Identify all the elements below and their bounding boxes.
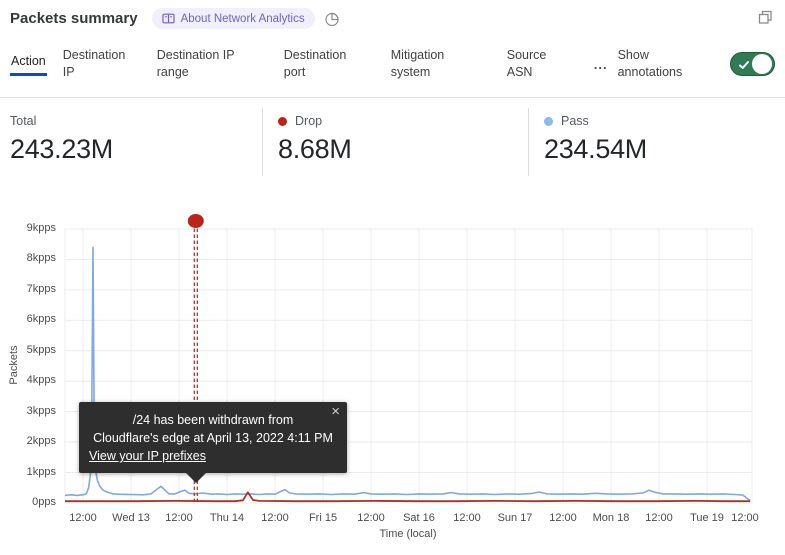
show-annotations-toggle[interactable] xyxy=(730,52,775,76)
drop-dot-icon xyxy=(278,116,287,126)
stat-pass-label: Pass xyxy=(561,114,589,128)
x-tick-label: 12:00 xyxy=(549,512,577,524)
view-ip-prefixes-link[interactable]: View your IP prefixes xyxy=(89,449,206,463)
pass-dot-icon xyxy=(544,116,553,126)
x-tick-label: 12:00 xyxy=(69,512,97,524)
book-icon xyxy=(161,13,175,24)
tabs-bar: Action Destination IP Destination IP ran… xyxy=(10,44,775,84)
stat-pass: Pass 234.54M xyxy=(544,114,647,165)
y-tick-label: 9kpps xyxy=(26,222,56,234)
annotation-tooltip: × /24 has been withdrawn from Cloudflare… xyxy=(79,402,347,483)
tab-destination-ip-range[interactable]: Destination IP range xyxy=(156,48,235,79)
x-tick-label: Fri 15 xyxy=(308,512,338,524)
packets-chart: Packets Time (local) × /24 has been with… xyxy=(0,195,785,555)
chart-svg[interactable] xyxy=(0,195,785,555)
x-tick-label: Sat 16 xyxy=(403,512,435,524)
x-tick-label: Thu 14 xyxy=(209,512,245,524)
show-annotations-label: Show annotations xyxy=(617,48,683,79)
y-tick-label: 5kpps xyxy=(26,343,56,356)
stat-drop-value: 8.68M xyxy=(278,134,352,164)
y-tick-label: 2kpps xyxy=(26,435,56,448)
y-tick-label: 3kpps xyxy=(26,404,56,417)
x-tick-label: Tue 19 xyxy=(690,512,724,524)
x-tick-label: 12:00 xyxy=(731,512,759,524)
stat-pass-value: 234.54M xyxy=(544,134,647,164)
y-tick-label: 6kpps xyxy=(26,313,56,326)
divider xyxy=(0,97,785,98)
close-icon[interactable]: × xyxy=(331,403,340,420)
x-tick-label: 12:00 xyxy=(165,512,193,524)
y-tick-label: 1kpps xyxy=(26,465,56,478)
divider xyxy=(262,108,263,176)
stat-total: Total 243.23M xyxy=(10,114,113,165)
annotation-dot[interactable] xyxy=(187,214,204,228)
x-tick-label: Sun 17 xyxy=(497,512,533,524)
stat-drop: Drop 8.68M xyxy=(278,114,352,165)
tabs-overflow-button[interactable]: ... xyxy=(593,56,608,72)
stat-total-value: 243.23M xyxy=(10,134,113,164)
x-tick-label: 12:00 xyxy=(261,512,289,524)
about-badge-label: About Network Analytics xyxy=(180,12,305,25)
pie-chart-icon[interactable] xyxy=(324,11,340,27)
header: Packets summary About Network Analytics xyxy=(10,8,749,29)
series-pass-line xyxy=(64,246,751,501)
tooltip-line2: Cloudflare's edge at April 13, 2022 4:11… xyxy=(93,431,333,445)
toggle-knob xyxy=(752,54,772,74)
divider xyxy=(528,108,529,176)
tab-destination-ip[interactable]: Destination IP xyxy=(62,48,126,79)
tab-destination-port[interactable]: Destination port xyxy=(283,48,347,79)
tab-mitigation-system[interactable]: Mitigation system xyxy=(390,48,445,79)
x-tick-label: Wed 13 xyxy=(112,512,150,524)
tooltip-line1: /24 has been withdrawn from xyxy=(132,413,294,427)
y-tick-label: 7kpps xyxy=(26,282,56,295)
tooltip-pointer xyxy=(186,473,206,483)
expand-window-icon[interactable] xyxy=(758,10,773,30)
tab-action[interactable]: Action xyxy=(10,53,47,76)
y-tick-label: 4kpps xyxy=(26,374,56,387)
series-drop-line xyxy=(65,491,751,503)
x-tick-label: 12:00 xyxy=(645,512,673,524)
stat-drop-label: Drop xyxy=(295,114,323,128)
y-tick-label: 0pps xyxy=(32,496,56,508)
stat-total-label: Total xyxy=(10,114,37,128)
about-network-analytics-badge[interactable]: About Network Analytics xyxy=(151,8,315,29)
x-tick-label: 12:00 xyxy=(453,512,481,524)
x-tick-label: 12:00 xyxy=(357,512,385,524)
tab-source-asn[interactable]: Source ASN xyxy=(506,48,547,79)
stats-row: Total 243.23M Drop 8.68M Pass 234.54M xyxy=(0,106,785,178)
y-tick-label: 8kpps xyxy=(26,252,56,265)
page-title: Packets summary xyxy=(10,10,138,27)
x-tick-label: Mon 18 xyxy=(592,512,630,524)
check-icon xyxy=(739,61,749,69)
x-axis-title: Time (local) xyxy=(379,528,437,540)
